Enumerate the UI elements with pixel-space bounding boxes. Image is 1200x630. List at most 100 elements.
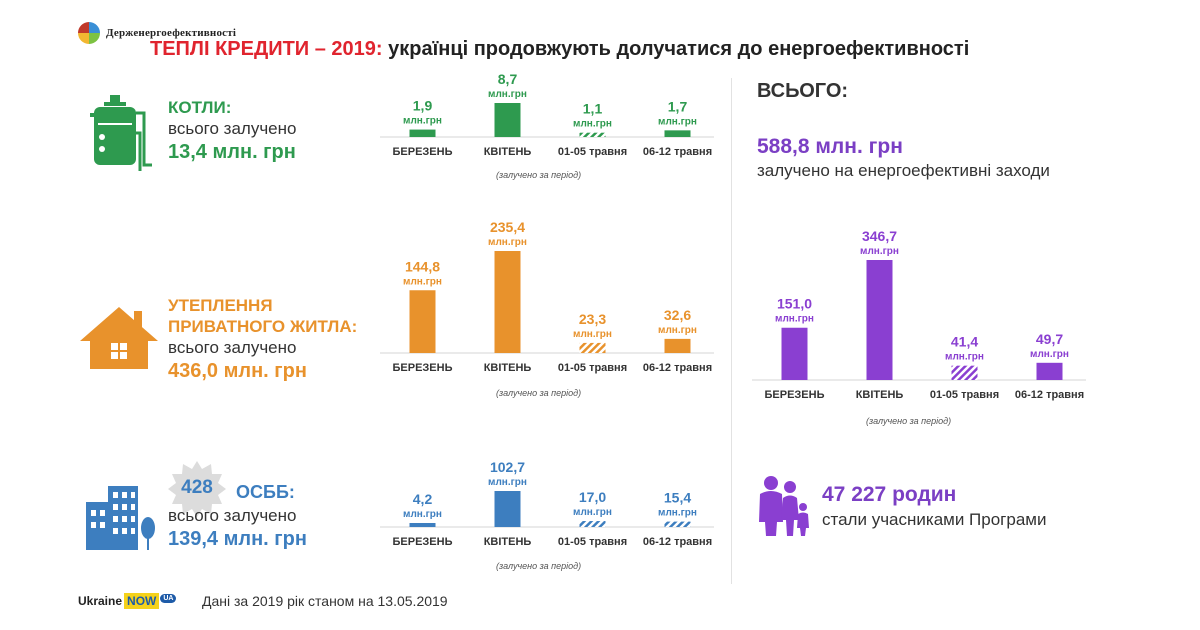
chart-unit-label: млн.грн	[1030, 349, 1069, 360]
chart-category-label: БЕРЕЗЕНЬ	[393, 146, 453, 158]
chart-unit-label: млн.грн	[573, 329, 612, 340]
chart-bar	[664, 521, 691, 527]
house-icon	[80, 307, 158, 369]
chart-category-label: 06-12 травня	[1015, 389, 1084, 401]
boilers-total: 13,4 млн. грн	[168, 141, 296, 163]
summary-value: 588,8 млн. грн	[757, 135, 903, 158]
chart-unit-label: млн.грн	[488, 237, 527, 248]
insulation-chart: млн.грн 144,8 БЕРЕЗЕНЬ млн.грн 235,4 КВІТЕНЬ м…	[380, 200, 720, 375]
insulation-summary: УТЕПЛЕННЯ ПРИВАТНОГО ЖИТЛА: всього залуч…	[168, 295, 357, 383]
chart-category-label: 01-05 травня	[558, 146, 627, 158]
chart-unit-label: млн.грн	[658, 508, 697, 519]
family-icon	[759, 476, 809, 536]
boilers-note: (залучено за період)	[496, 170, 582, 180]
agency-logo-text: Держенергоефективності	[106, 27, 237, 39]
chart-category-label: БЕРЕЗЕНЬ	[393, 362, 453, 374]
agency-logo-icon	[78, 22, 100, 44]
chart-value-label: 8,7	[498, 71, 518, 87]
chart-bar	[494, 251, 521, 353]
summary-note: (залучено за період)	[866, 416, 952, 426]
chart-value-label: 151,0	[777, 296, 812, 312]
osbb-chart: млн.грн 4,2 БЕРЕЗЕНЬ млн.грн 102,7 КВІТЕНЬ млн…	[380, 448, 720, 548]
chart-value-label: 1,9	[413, 98, 433, 114]
chart-bar	[579, 521, 606, 527]
osbb-note: (залучено за період)	[496, 561, 582, 571]
chart-unit-label: млн.грн	[860, 246, 899, 257]
osbb-title: ОСББ:	[236, 482, 295, 502]
chart-category-label: КВІТЕНЬ	[484, 146, 532, 158]
families-value: 47 227 родин	[822, 483, 957, 506]
chart-bar	[409, 523, 436, 527]
chart-value-label: 15,4	[664, 490, 691, 506]
chart-category-label: 06-12 травня	[643, 362, 712, 374]
chart-bar	[409, 290, 436, 353]
osbb-chart-svg: млн.грн 4,2 БЕРЕЗЕНЬ млн.грн 102,7 КВІТЕНЬ млн…	[380, 459, 714, 548]
chart-unit-label: млн.грн	[488, 89, 527, 100]
chart-value-label: 49,7	[1036, 331, 1063, 347]
insulation-note: (залучено за період)	[496, 388, 582, 398]
chart-category-label: 01-05 травня	[930, 389, 999, 401]
chart-category-label: БЕРЕЗЕНЬ	[765, 389, 825, 401]
boiler-icon	[90, 95, 152, 171]
chart-unit-label: млн.грн	[658, 116, 697, 127]
brand-ua: UA	[160, 594, 177, 603]
chart-category-label: БЕРЕЗЕНЬ	[393, 536, 453, 548]
chart-value-label: 235,4	[490, 219, 525, 235]
boilers-chart: млн.грн 1,9 БЕРЕЗЕНЬ млн.грн 8,7 КВІТЕНЬ млн.г…	[380, 64, 720, 159]
insulation-chart-svg: млн.грн 144,8 БЕРЕЗЕНЬ млн.грн 235,4 КВІТЕНЬ м…	[380, 219, 714, 374]
boilers-sub: всього залучено	[168, 119, 297, 138]
summary-label: ВСЬОГО:	[757, 80, 849, 102]
chart-category-label: КВІТЕНЬ	[484, 362, 532, 374]
chart-bar	[951, 365, 978, 380]
boilers-chart-svg: млн.грн 1,9 БЕРЕЗЕНЬ млн.грн 8,7 КВІТЕНЬ млн.г…	[380, 71, 714, 158]
ukraine-now-logo: Ukraine NOW UA	[78, 593, 177, 609]
chart-bar	[579, 342, 606, 353]
insulation-sub: всього залучено	[168, 338, 297, 357]
page-title-highlight: ТЕПЛІ КРЕДИТИ – 2019:	[150, 38, 383, 60]
chart-bar	[579, 132, 606, 137]
chart-category-label: 06-12 травня	[643, 536, 712, 548]
chart-bar	[664, 338, 691, 353]
chart-value-label: 346,7	[862, 228, 897, 244]
chart-bar	[494, 491, 521, 527]
chart-unit-label: млн.грн	[573, 507, 612, 518]
osbb-total: 139,4 млн. грн	[168, 528, 307, 550]
insulation-title-line2: ПРИВАТНОГО ЖИТЛА:	[168, 317, 358, 336]
chart-value-label: 23,3	[579, 311, 606, 327]
chart-unit-label: млн.грн	[403, 116, 442, 127]
section-divider	[731, 78, 732, 584]
chart-unit-label: млн.грн	[403, 509, 442, 520]
chart-category-label: КВІТЕНЬ	[484, 536, 532, 548]
footer-date-note: Дані за 2019 рік станом на 13.05.2019	[202, 593, 448, 609]
chart-unit-label: млн.грн	[658, 325, 697, 336]
osbb-sub: всього залучено	[168, 506, 297, 525]
chart-bar	[781, 327, 808, 380]
summary-chart: млн.грн 151,0 БЕРЕЗЕНЬ млн.грн 346,7 КВІТЕНЬ м…	[752, 210, 1092, 405]
chart-unit-label: млн.грн	[573, 119, 612, 130]
chart-category-label: 01-05 травня	[558, 362, 627, 374]
summary-chart-svg: млн.грн 151,0 БЕРЕЗЕНЬ млн.грн 346,7 КВІТЕНЬ м…	[752, 228, 1086, 401]
chart-unit-label: млн.грн	[488, 477, 527, 488]
chart-value-label: 4,2	[413, 491, 433, 507]
chart-bar	[866, 260, 893, 380]
chart-bar	[494, 103, 521, 137]
osbb-title-wrap: ОСББ:	[236, 482, 295, 503]
osbb-count: 428	[181, 477, 213, 498]
chart-value-label: 32,6	[664, 307, 691, 323]
insulation-title-line1: УТЕПЛЕННЯ	[168, 296, 273, 315]
boilers-title: КОТЛИ:	[168, 98, 232, 117]
chart-value-label: 144,8	[405, 258, 440, 274]
chart-category-label: 01-05 травня	[558, 536, 627, 548]
starburst-icon	[168, 461, 226, 517]
chart-unit-label: млн.грн	[403, 276, 442, 287]
insulation-total: 436,0 млн. грн	[168, 360, 307, 382]
brand-ukraine: Ukraine	[78, 594, 123, 608]
boilers-summary: КОТЛИ: всього залучено 13,4 млн. грн	[168, 97, 296, 164]
chart-value-label: 17,0	[579, 489, 606, 505]
page-title: ТЕПЛІ КРЕДИТИ – 2019: українці продовжую…	[150, 38, 969, 61]
chart-unit-label: млн.грн	[775, 314, 814, 325]
chart-bar	[1036, 362, 1063, 380]
chart-value-label: 1,7	[668, 98, 688, 114]
summary-sub: залучено на енергоефективні заходи	[757, 161, 1050, 180]
brand-now: NOW	[124, 593, 160, 609]
